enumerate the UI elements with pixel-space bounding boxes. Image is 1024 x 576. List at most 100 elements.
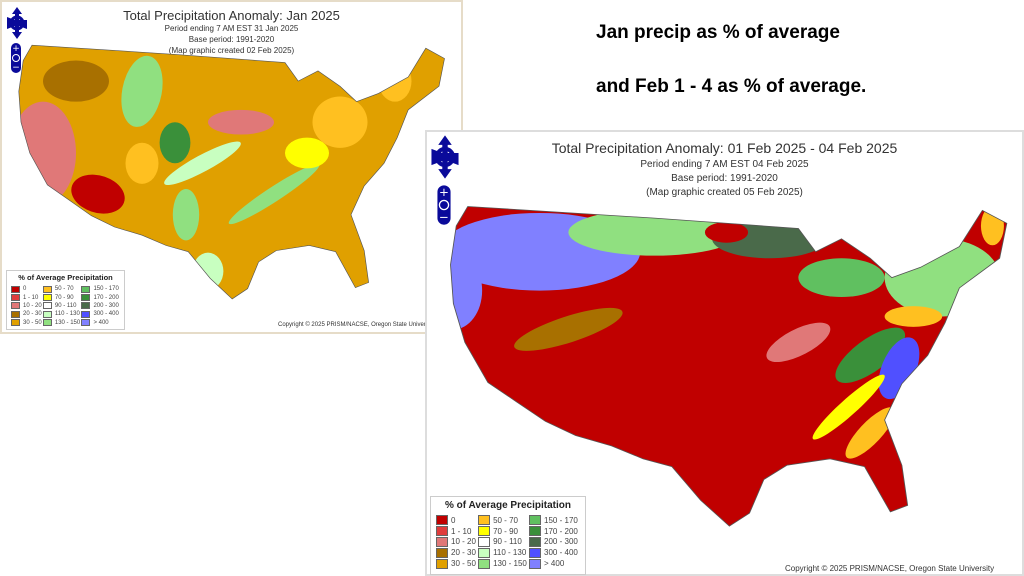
legend-swatch bbox=[81, 310, 91, 318]
legend-label: 90 - 110 bbox=[493, 537, 522, 547]
legend-swatch bbox=[81, 302, 91, 310]
precip-region bbox=[312, 96, 368, 148]
legend-label: 20 - 30 bbox=[451, 548, 476, 558]
precip-region bbox=[514, 307, 623, 351]
legend-label: 110 - 130 bbox=[54, 311, 80, 318]
legend-label: 70 - 90 bbox=[54, 294, 74, 301]
legend-item: 110 - 130 bbox=[42, 310, 82, 318]
precip-region bbox=[172, 188, 200, 241]
legend-swatch bbox=[11, 285, 20, 293]
map-title: Total Precipitation Anomaly: 01 Feb 2025… bbox=[551, 140, 898, 156]
legend-label: 50 - 70 bbox=[54, 286, 74, 293]
legend-label: > 400 bbox=[544, 559, 565, 569]
us-outline bbox=[450, 206, 1008, 527]
caption-jan: Jan precip as % of average bbox=[596, 22, 840, 43]
legend-item: 300 - 400 bbox=[81, 310, 120, 318]
zoom-control-icon[interactable]: +− bbox=[436, 184, 452, 226]
legend-label: 130 - 150 bbox=[493, 559, 527, 569]
jan-precip-map[interactable] bbox=[10, 40, 450, 302]
precip-region bbox=[812, 374, 885, 440]
legend-label: 70 - 90 bbox=[493, 526, 518, 536]
legend-label: 30 - 50 bbox=[451, 559, 476, 569]
legend-label: 30 - 50 bbox=[23, 319, 42, 326]
zoom-control-icon[interactable]: +− bbox=[10, 42, 22, 74]
legend-swatch bbox=[11, 310, 20, 318]
copyright: Copyright © 2025 PRISM/NACSE, Oregon Sta… bbox=[785, 564, 995, 573]
feb-map-panel: Total Precipitation Anomaly: 01 Feb 2025… bbox=[425, 130, 1024, 576]
legend-swatch bbox=[81, 294, 91, 302]
map-created: (Map graphic created 05 Feb 2025) bbox=[646, 187, 803, 198]
precip-region bbox=[121, 55, 163, 127]
precip-region bbox=[450, 251, 483, 330]
legend-item: 70 - 90 bbox=[42, 293, 82, 302]
legend-swatch bbox=[436, 526, 448, 537]
precip-region bbox=[228, 164, 320, 225]
map-period: Period ending 7 AM EST 04 Feb 2025 bbox=[640, 159, 809, 170]
feb-precip-map[interactable] bbox=[439, 200, 1014, 530]
legend-swatch bbox=[436, 558, 448, 569]
legend-item: 130 - 150 bbox=[42, 319, 82, 327]
precip-region bbox=[378, 60, 412, 102]
legend-label: 110 - 130 bbox=[493, 548, 527, 558]
precip-region bbox=[798, 258, 885, 298]
precip-region bbox=[835, 327, 906, 383]
pan-control-icon[interactable] bbox=[430, 134, 460, 180]
legend-item: 170 - 200 bbox=[529, 526, 580, 537]
precip-region bbox=[980, 206, 1004, 246]
precip-region bbox=[704, 222, 749, 243]
legend-item: 200 - 300 bbox=[81, 302, 120, 310]
precip-region bbox=[125, 142, 159, 184]
legend-label: 0 bbox=[451, 515, 456, 525]
precip-region bbox=[159, 122, 191, 164]
legend-item: > 400 bbox=[529, 558, 580, 569]
legend-item: 0 bbox=[11, 285, 43, 293]
map-base-period: Base period: 1991-2020 bbox=[671, 173, 778, 184]
legend-label: 90 - 110 bbox=[54, 302, 77, 309]
legend-label: 10 - 20 bbox=[451, 537, 476, 547]
legend-swatch bbox=[436, 547, 448, 558]
svg-text:+: + bbox=[12, 44, 20, 54]
legend-label: > 400 bbox=[93, 319, 109, 326]
legend-item: 170 - 200 bbox=[81, 293, 120, 302]
legend-label: 0 bbox=[23, 286, 27, 293]
legend-swatch bbox=[11, 294, 20, 302]
us-outline bbox=[18, 44, 445, 300]
map-base-period: Base period: 1991-2020 bbox=[188, 35, 275, 44]
legend-swatch bbox=[81, 319, 91, 327]
legend-label: 1 - 10 bbox=[451, 526, 472, 536]
precip-region bbox=[18, 101, 76, 205]
precip-region bbox=[884, 306, 943, 327]
legend-title: % of Average Precipitation bbox=[445, 500, 571, 511]
legend-item: 150 - 170 bbox=[81, 285, 120, 293]
legend-item: 110 - 130 bbox=[478, 547, 529, 558]
legend-swatch bbox=[478, 526, 491, 537]
map-created: (Map graphic created 02 Feb 2025) bbox=[168, 46, 295, 55]
legend-item: 50 - 70 bbox=[478, 515, 529, 526]
legend-item: 150 - 170 bbox=[529, 515, 580, 526]
legend-label: 300 - 400 bbox=[93, 311, 119, 318]
svg-text:−: − bbox=[439, 210, 449, 224]
legend-swatch bbox=[478, 515, 491, 526]
pan-control-icon[interactable] bbox=[6, 6, 28, 40]
legend-swatch bbox=[529, 536, 542, 547]
legend-swatch bbox=[42, 319, 52, 327]
legend-label: 200 - 300 bbox=[544, 537, 578, 547]
legend-swatch bbox=[42, 285, 52, 293]
copyright: Copyright © 2025 PRISM/NACSE, Oregon Sta… bbox=[278, 322, 435, 328]
legend-title: % of Average Precipitation bbox=[18, 273, 113, 282]
precip-region bbox=[164, 141, 241, 186]
legend-item: 1 - 10 bbox=[11, 293, 43, 302]
svg-text:+: + bbox=[439, 185, 449, 199]
svg-text:−: − bbox=[12, 63, 20, 73]
legend-item: 30 - 50 bbox=[436, 558, 478, 569]
legend-item: 10 - 20 bbox=[436, 536, 478, 548]
jan-map-panel: Total Precipitation Anomaly: Jan 2025 Pe… bbox=[0, 0, 463, 334]
map-period: Period ending 7 AM EST 31 Jan 2025 bbox=[164, 24, 299, 33]
legend-swatch bbox=[42, 294, 52, 302]
legend-item: 300 - 400 bbox=[529, 547, 580, 558]
legend-swatch bbox=[436, 515, 448, 526]
precip-region bbox=[43, 60, 109, 102]
legend-swatch bbox=[42, 310, 52, 318]
legend-item: 50 - 70 bbox=[42, 285, 82, 293]
legend-swatch bbox=[11, 302, 20, 310]
